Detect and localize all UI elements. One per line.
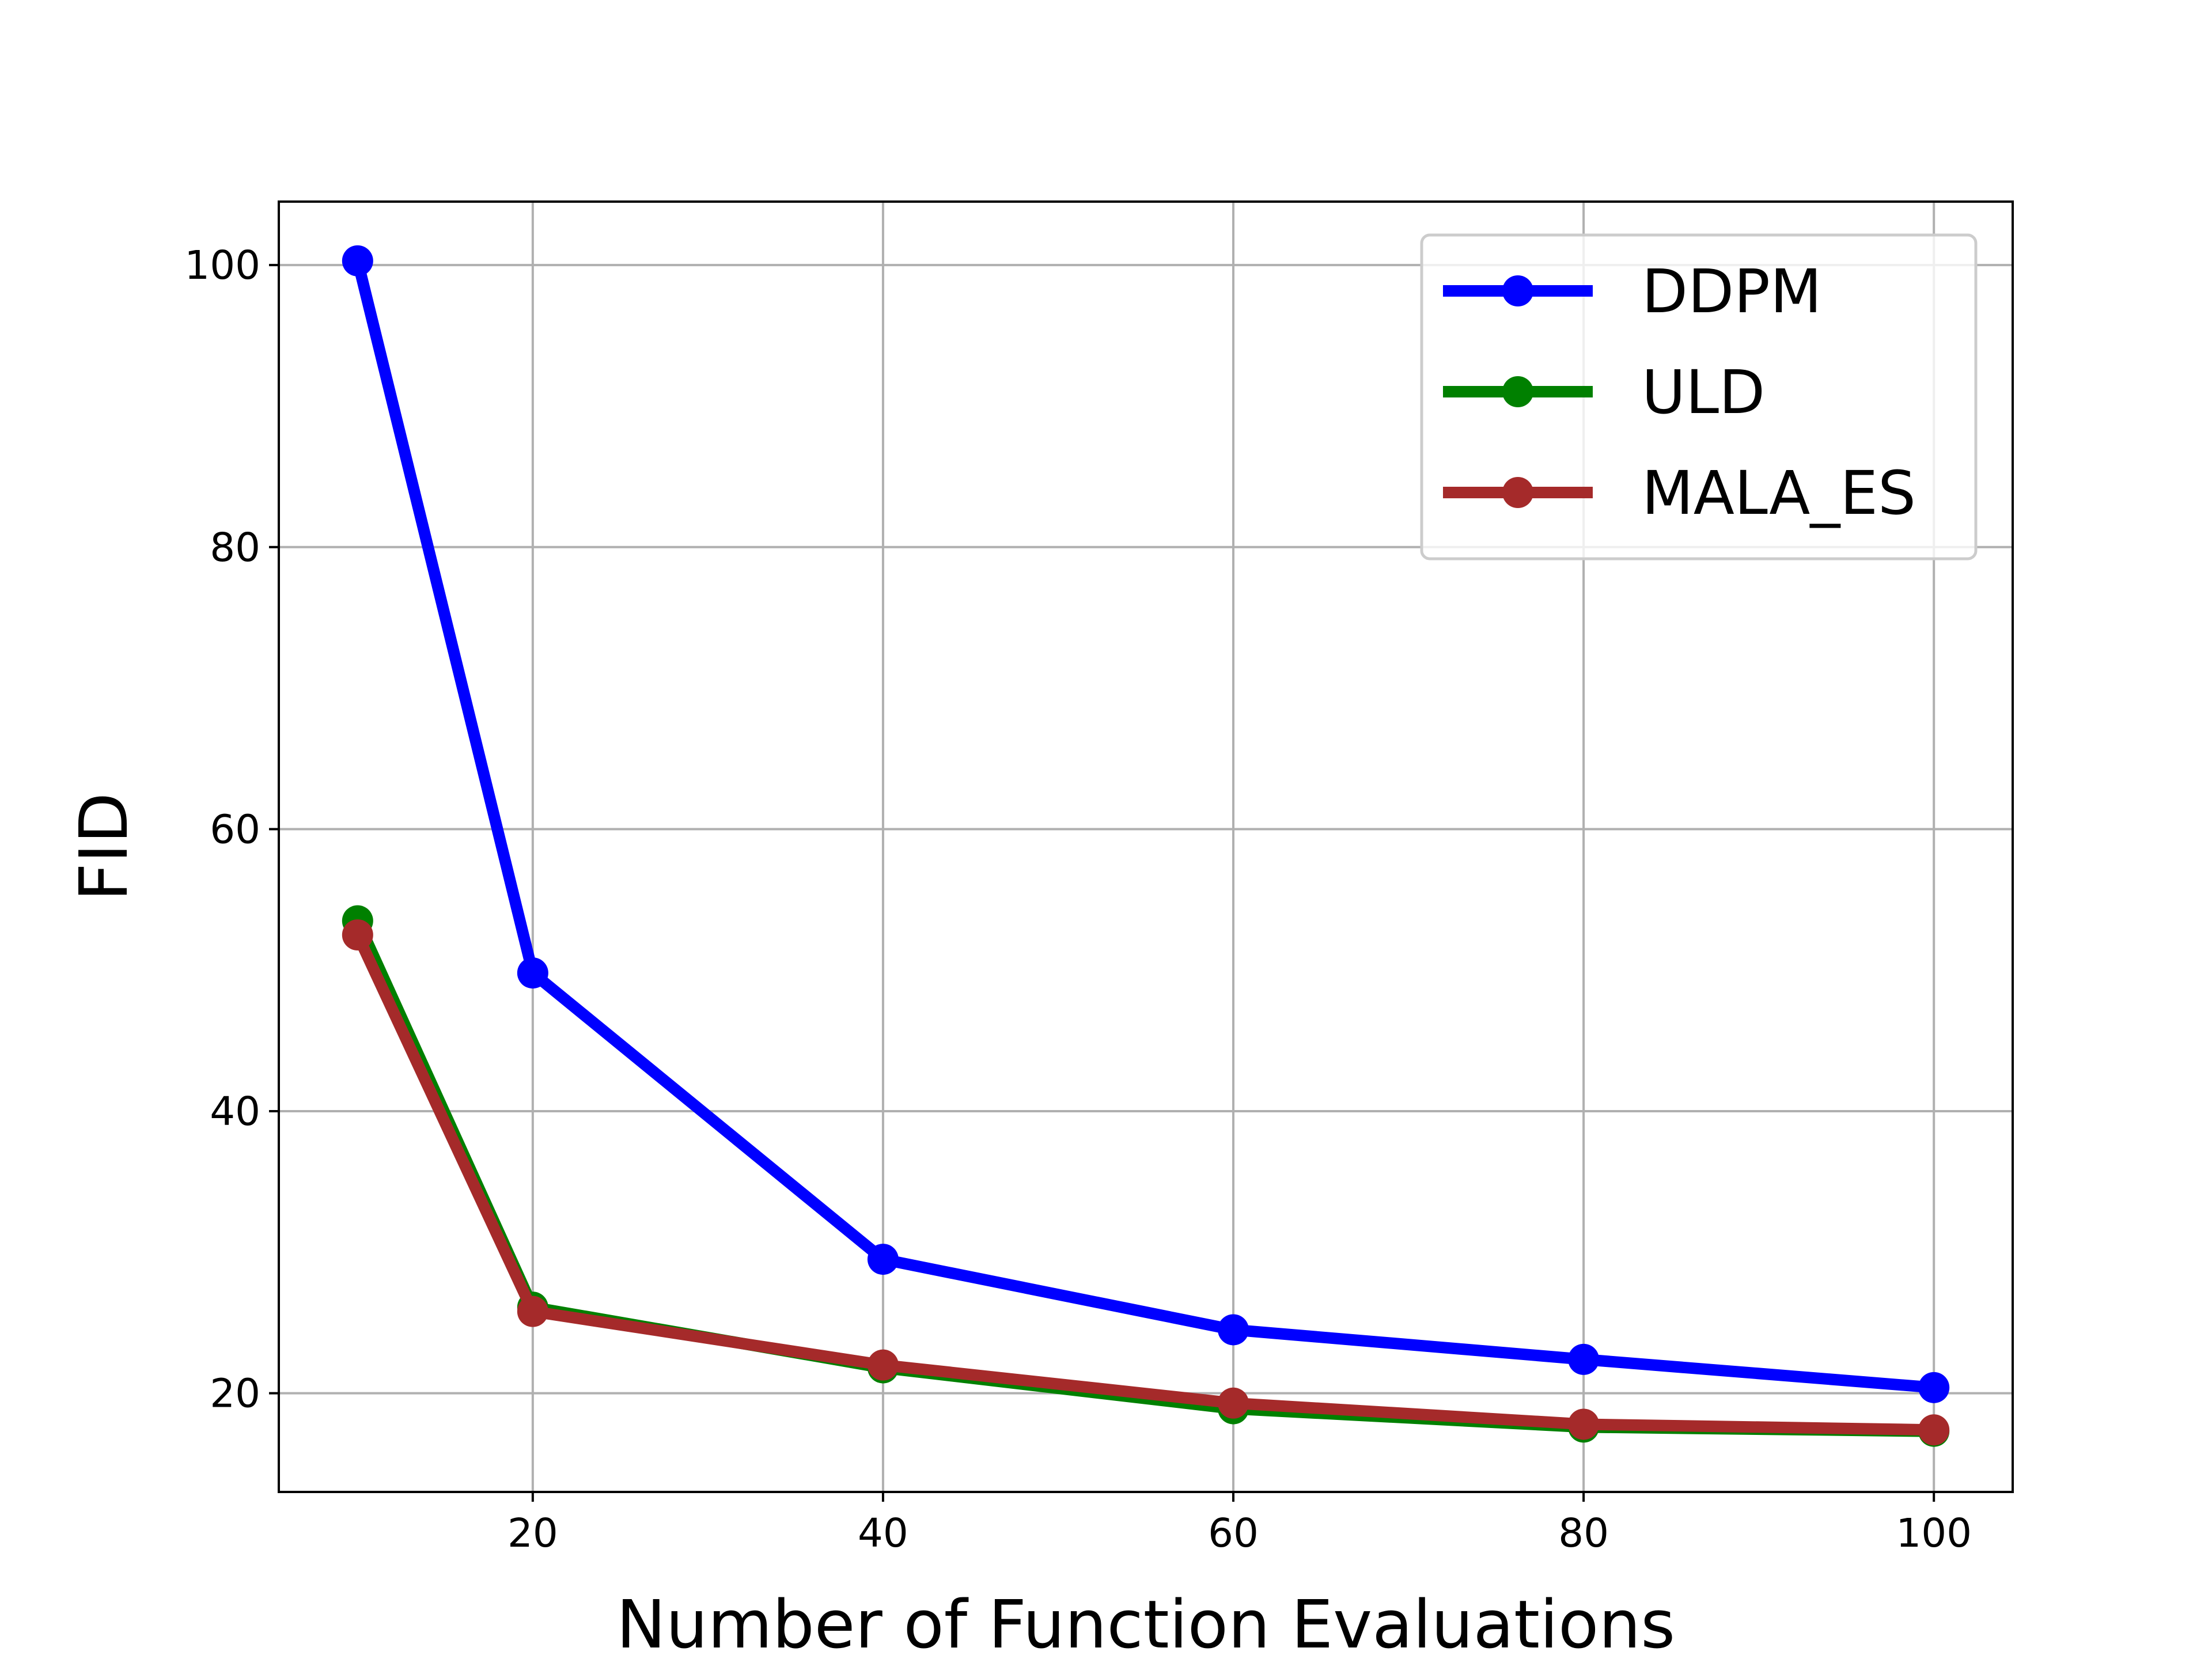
x-axis-label: Number of Function Evaluations [616, 1586, 1675, 1659]
y-tick-label: 80 [210, 525, 260, 571]
x-tick-label: 60 [1208, 1510, 1259, 1556]
y-tick-label: 40 [210, 1089, 260, 1135]
series-mala-es [342, 919, 1950, 1446]
data-point-ddpm [342, 245, 373, 276]
series-ddpm [342, 245, 1950, 1403]
data-point-ddpm [517, 957, 548, 989]
legend-swatch-marker [1502, 275, 1533, 306]
data-point-mala-es [1918, 1414, 1950, 1446]
data-point-ddpm [867, 1244, 899, 1275]
y-tick-label: 60 [210, 806, 260, 853]
legend-label: DDPM [1642, 256, 1822, 327]
y-tick-label: 20 [210, 1371, 260, 1417]
y-axis-label: FID [66, 793, 143, 902]
data-point-ddpm [1568, 1343, 1600, 1375]
x-axis-ticks: 20 40 60 80 100 [507, 1492, 1972, 1556]
legend-swatch-marker [1502, 376, 1533, 407]
legend-label: MALA_ES [1642, 458, 1916, 528]
data-point-mala-es [867, 1349, 899, 1381]
series-lines [342, 245, 1950, 1447]
legend-item-ddpm: DDPM [1443, 256, 1822, 327]
x-tick-label: 100 [1896, 1510, 1972, 1556]
legend-swatch-marker [1502, 477, 1533, 508]
legend: DDPM ULD MALA_ES [1420, 233, 1978, 560]
data-point-mala-es [1568, 1408, 1600, 1440]
series-line-mala-es [350, 927, 1940, 1436]
plot-frame [278, 200, 2014, 1493]
data-point-ddpm [1218, 1314, 1249, 1346]
series-line-ddpm [350, 253, 1940, 1394]
data-point-mala-es [1218, 1387, 1249, 1419]
legend-box [1420, 233, 1978, 560]
data-point-mala-es [342, 919, 373, 951]
legend-label: ULD [1642, 357, 1765, 427]
legend-item-uld: ULD [1443, 357, 1765, 427]
x-tick-label: 40 [858, 1510, 908, 1556]
x-tick-label: 80 [1558, 1510, 1609, 1556]
data-point-ddpm [1918, 1372, 1950, 1403]
legend-item-mala-es: MALA_ES [1443, 458, 1916, 528]
x-tick-label: 20 [507, 1510, 558, 1556]
data-point-mala-es [517, 1296, 548, 1327]
y-axis-ticks: 20 40 60 80 100 [184, 243, 279, 1417]
y-tick-label: 100 [184, 243, 260, 289]
